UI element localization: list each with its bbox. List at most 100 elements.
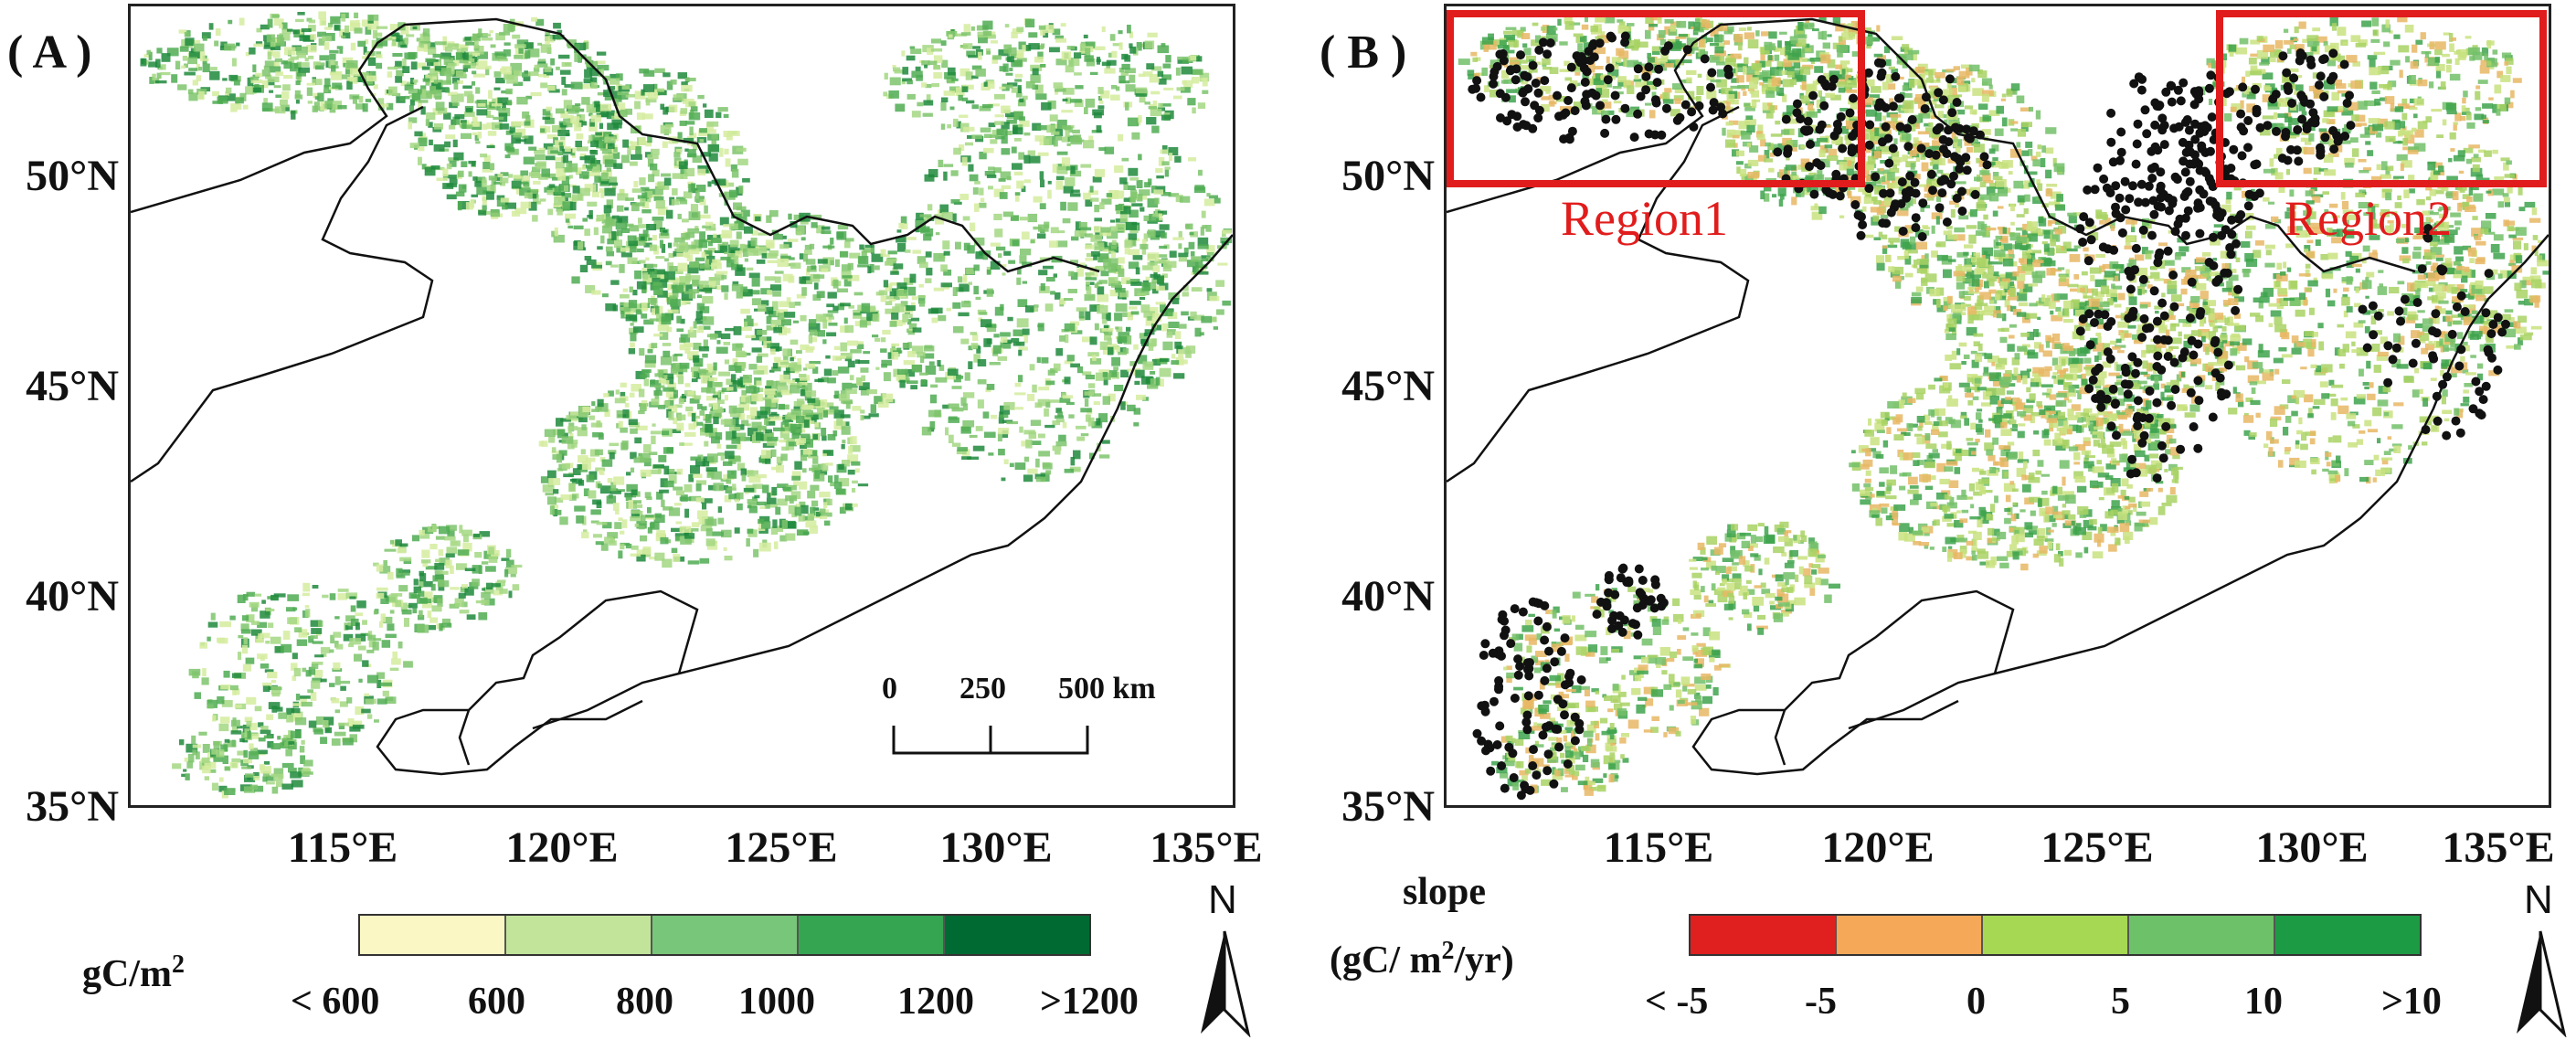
vegetation-pixel <box>392 651 398 659</box>
vegetation-pixel <box>186 743 198 753</box>
vegetation-pixel <box>226 87 232 94</box>
vegetation-pixel <box>1545 33 1558 42</box>
vegetation-pixel <box>750 238 758 247</box>
vegetation-pixel <box>1111 281 1121 288</box>
vegetation-pixel <box>906 93 916 100</box>
vegetation-pixel <box>883 280 889 288</box>
vegetation-pixel <box>804 244 812 250</box>
vegetation-pixel <box>495 33 505 41</box>
vegetation-pixel <box>686 254 694 261</box>
vegetation-pixel <box>1559 41 1568 46</box>
vegetation-pixel <box>179 739 185 746</box>
vegetation-pixel <box>1617 19 1624 23</box>
vegetation-pixel <box>799 374 807 378</box>
vegetation-pixel <box>1051 131 1060 135</box>
vegetation-pixel <box>499 123 509 130</box>
vegetation-pixel <box>160 71 171 76</box>
vegetation-pixel <box>495 78 505 84</box>
vegetation-pixel <box>522 72 531 78</box>
vegetation-pixel <box>1154 230 1165 238</box>
vegetation-pixel <box>267 76 280 82</box>
vegetation-pixel <box>1136 42 1142 51</box>
vegetation-pixel <box>1012 127 1023 135</box>
vegetation-pixel <box>537 61 546 65</box>
vegetation-pixel <box>1664 88 1672 93</box>
vegetation-pixel <box>292 653 298 660</box>
vegetation-pixel <box>1032 122 1042 131</box>
vegetation-pixel <box>329 49 339 54</box>
vegetation-pixel <box>860 409 865 414</box>
vegetation-pixel <box>708 277 716 281</box>
vegetation-pixel <box>476 186 487 196</box>
vegetation-pixel <box>349 94 360 100</box>
vegetation-pixel <box>389 610 395 614</box>
vegetation-pixel <box>803 249 812 255</box>
vegetation-pixel <box>854 321 861 326</box>
vegetation-pixel <box>341 14 346 22</box>
vegetation-pixel <box>805 520 817 528</box>
vegetation-pixel <box>988 186 993 190</box>
vegetation-pixel <box>728 405 737 414</box>
vegetation-pixel <box>845 503 853 510</box>
vegetation-pixel <box>975 69 986 77</box>
vegetation-pixel <box>1033 196 1043 203</box>
vegetation-pixel <box>1600 31 1606 38</box>
vegetation-pixel <box>156 72 162 80</box>
vegetation-pixel <box>414 131 423 137</box>
vegetation-pixel <box>679 276 691 285</box>
vegetation-pixel <box>538 58 546 62</box>
vegetation-pixel <box>1017 85 1022 93</box>
vegetation-pixel <box>502 205 508 210</box>
vegetation-pixel <box>1570 80 1578 88</box>
vegetation-pixel <box>672 354 678 362</box>
vegetation-pixel <box>716 271 728 275</box>
vegetation-pixel <box>630 467 635 473</box>
vegetation-pixel <box>801 287 807 296</box>
vegetation-pixel <box>740 308 750 314</box>
vegetation-pixel <box>447 63 457 67</box>
vegetation-pixel <box>849 375 854 381</box>
vegetation-pixel <box>1092 393 1102 397</box>
vegetation-pixel <box>243 758 252 764</box>
vegetation-pixel <box>366 674 379 684</box>
vegetation-pixel <box>1086 281 1090 291</box>
vegetation-pixel <box>788 257 795 260</box>
vegetation-pixel <box>726 387 734 391</box>
vegetation-pixel <box>630 144 636 149</box>
vegetation-pixel <box>758 353 769 357</box>
vegetation-pixel <box>1034 304 1039 308</box>
vegetation-pixel <box>1123 197 1131 202</box>
vegetation-pixel <box>887 250 897 255</box>
vegetation-pixel <box>602 522 612 529</box>
vegetation-pixel <box>1022 261 1033 268</box>
vegetation-pixel <box>146 49 152 55</box>
vegetation-pixel <box>561 89 567 96</box>
vegetation-pixel <box>677 72 687 80</box>
vegetation-pixel <box>1144 182 1151 188</box>
vegetation-pixel <box>711 140 717 145</box>
vegetation-pixel <box>684 148 689 152</box>
vegetation-pixel <box>185 37 195 47</box>
vegetation-pixel <box>939 204 949 214</box>
vegetation-pixel <box>1691 47 1699 51</box>
vegetation-pixel <box>1002 272 1006 276</box>
vegetation-pixel <box>1052 445 1062 451</box>
vegetation-pixel <box>620 382 627 387</box>
vegetation-pixel <box>839 506 846 515</box>
vegetation-pixel <box>645 190 653 198</box>
vegetation-pixel <box>994 121 1004 125</box>
vegetation-pixel <box>1000 405 1010 415</box>
vegetation-pixel <box>1733 34 1744 43</box>
vegetation-pixel <box>470 36 474 39</box>
vegetation-pixel <box>1124 68 1136 74</box>
vegetation-pixel <box>243 786 256 793</box>
vegetation-pixel <box>688 474 694 483</box>
vegetation-pixel <box>1542 58 1551 66</box>
vegetation-pixel <box>258 722 264 727</box>
vegetation-pixel <box>1065 65 1075 73</box>
vegetation-pixel <box>1060 201 1066 211</box>
vegetation-pixel <box>507 24 515 32</box>
vegetation-pixel <box>551 451 563 454</box>
vegetation-pixel <box>364 693 369 696</box>
vegetation-pixel <box>214 40 219 47</box>
